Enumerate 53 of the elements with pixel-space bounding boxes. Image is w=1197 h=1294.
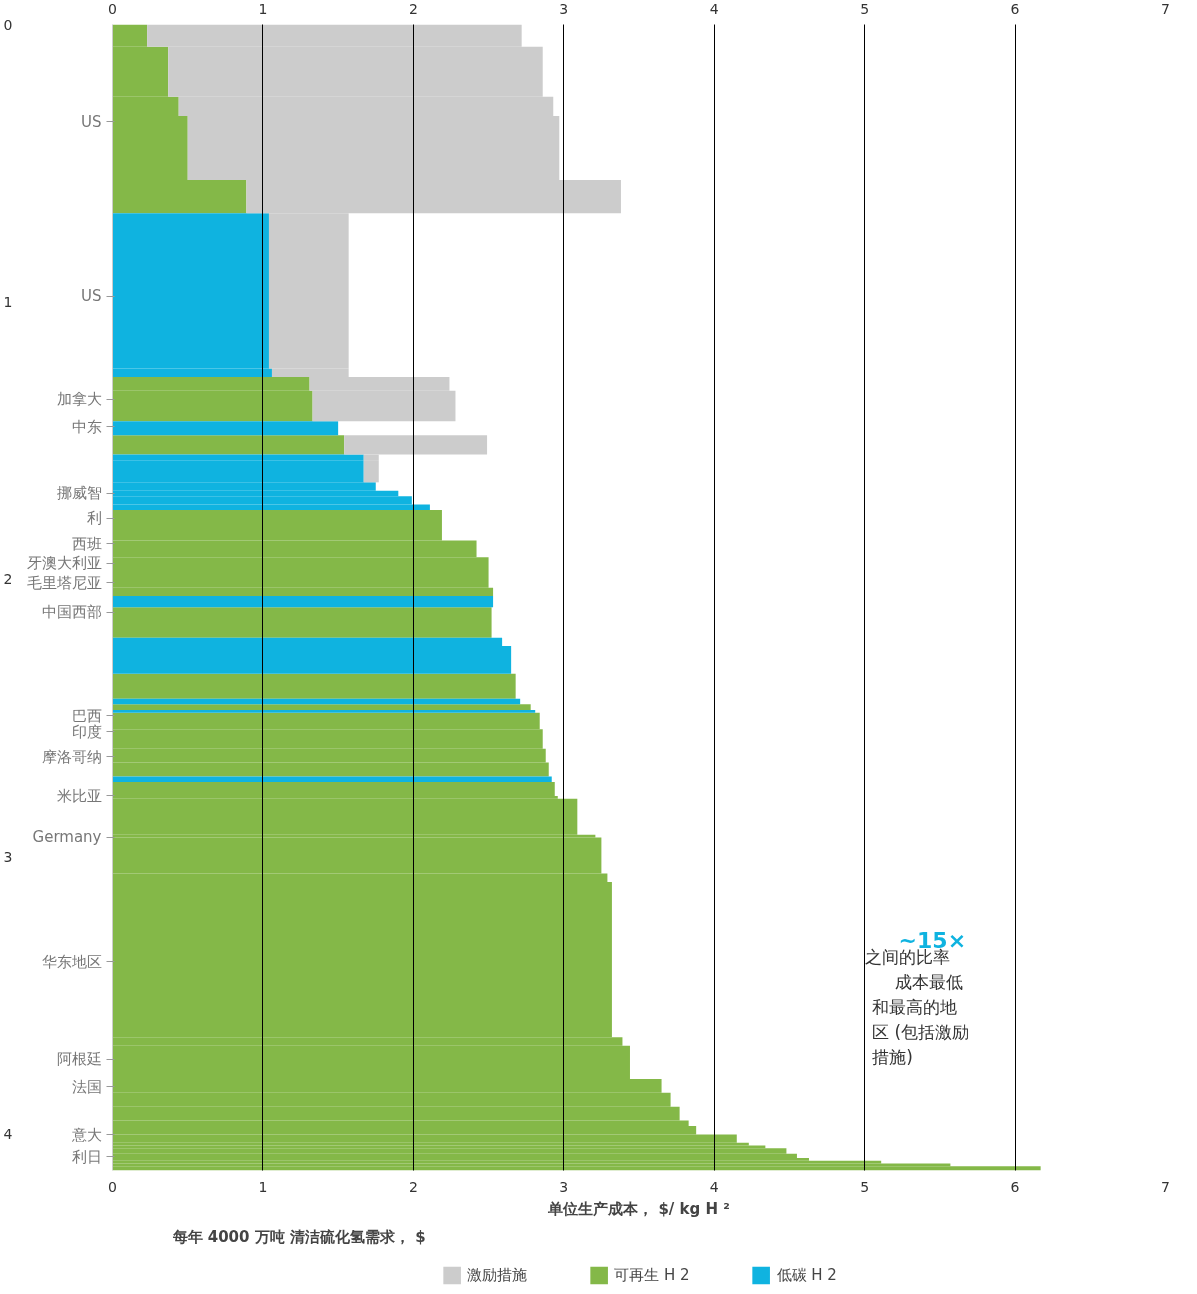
x2-tick-label: 1	[258, 0, 268, 17]
bar	[112, 782, 555, 796]
text: 法国	[71, 1077, 102, 1096]
x-tick-label: 7	[1161, 1178, 1170, 1195]
text: 摩洛哥纳	[41, 747, 102, 766]
text: 牙澳大利亚	[26, 554, 102, 573]
bar	[112, 698, 521, 705]
text: 米比亚	[56, 786, 102, 805]
annotation: 区 (包括激励	[872, 1021, 970, 1042]
text: 利日	[71, 1147, 102, 1166]
legend-label: 可再生 H 2	[614, 1265, 690, 1285]
bar	[112, 776, 552, 783]
text: US	[81, 112, 102, 131]
y-tick-label: 2	[3, 571, 13, 588]
text: Germany	[32, 828, 102, 847]
text: 中国西部	[41, 603, 102, 622]
text: 阿根廷	[56, 1050, 102, 1069]
annotation: 成本最低	[894, 971, 963, 992]
text: 挪威智	[56, 484, 102, 503]
x-tick-label: 5	[860, 1178, 870, 1195]
x-tick-label: 1	[258, 1178, 268, 1195]
x-axis-title: 单位生产成本， $/ kg H ²	[547, 1199, 730, 1218]
x2-tick-label: 0	[108, 0, 117, 17]
text: 利	[86, 509, 102, 528]
text: 华东地区	[41, 952, 102, 971]
text: 毛里塔尼亚	[26, 573, 102, 592]
legend-label: 激励措施	[467, 1265, 528, 1285]
x-tick-label: 6	[1010, 1178, 1020, 1195]
legend-label: 低碳 H 2	[776, 1265, 837, 1285]
text: 印度	[71, 722, 102, 741]
y-tick-label: 4	[3, 1126, 13, 1143]
x2-tick-label: 4	[709, 0, 719, 17]
x-tick-label: 3	[559, 1178, 569, 1195]
x-tick-label: 4	[709, 1178, 719, 1195]
text: 意大	[70, 1125, 102, 1144]
text: 每年 4000 万吨 清洁硫化氢需求， $	[171, 1227, 426, 1246]
annotation: 和最高的地	[872, 996, 958, 1017]
x2-tick-label: 7	[1161, 0, 1170, 17]
text: 巴西	[71, 706, 102, 725]
x2-tick-label: 6	[1010, 0, 1020, 17]
x2-tick-label: 5	[860, 0, 870, 17]
x-tick-label: 2	[408, 1178, 418, 1195]
y-tick-label: 3	[3, 848, 13, 865]
y-tick-label: 1	[3, 293, 13, 310]
annotation: 措施)	[872, 1046, 913, 1067]
text: US	[81, 287, 102, 306]
text: 西班	[71, 534, 102, 553]
y-tick-label: 0	[3, 16, 13, 33]
text: 中东	[71, 417, 102, 436]
x2-tick-label: 2	[408, 0, 418, 17]
x-tick-label: 0	[108, 1178, 117, 1195]
x2-tick-label: 3	[559, 0, 569, 17]
text: 加拿大	[56, 390, 102, 409]
